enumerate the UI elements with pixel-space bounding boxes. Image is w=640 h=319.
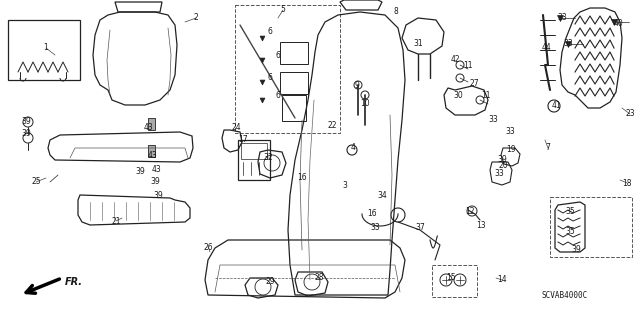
Text: 39: 39: [150, 177, 160, 187]
Text: 37: 37: [415, 224, 425, 233]
Text: 3: 3: [342, 182, 348, 190]
Text: 33: 33: [370, 224, 380, 233]
Text: 30: 30: [453, 91, 463, 100]
Text: 21: 21: [111, 217, 121, 226]
Text: 29: 29: [265, 278, 275, 286]
Text: 11: 11: [463, 61, 473, 70]
Text: 4: 4: [351, 144, 355, 152]
Bar: [8, 20, 80, 80]
Text: 31: 31: [413, 39, 423, 48]
Text: 23: 23: [625, 109, 635, 118]
Text: 39: 39: [21, 130, 31, 138]
Text: 25: 25: [31, 177, 41, 187]
Text: SCVAB4000C: SCVAB4000C: [542, 291, 588, 300]
Text: 40: 40: [614, 19, 624, 28]
Bar: [238, 140, 270, 180]
Text: 7: 7: [545, 144, 550, 152]
Text: 14: 14: [497, 276, 507, 285]
Text: 12: 12: [465, 206, 475, 216]
Polygon shape: [148, 118, 155, 130]
Text: 8: 8: [394, 8, 398, 17]
Text: 43: 43: [147, 152, 157, 160]
Text: 13: 13: [476, 221, 486, 231]
Bar: [550, 197, 632, 257]
Polygon shape: [148, 145, 155, 157]
Text: 18: 18: [622, 179, 632, 188]
Text: 16: 16: [297, 174, 307, 182]
Text: 15: 15: [446, 273, 456, 283]
Text: 17: 17: [238, 136, 248, 145]
Text: 44: 44: [541, 43, 551, 53]
Text: 33: 33: [563, 40, 573, 48]
Text: 27: 27: [469, 78, 479, 87]
Text: 42: 42: [450, 56, 460, 64]
Bar: [235, 5, 340, 133]
Bar: [282, 95, 306, 121]
Text: 33: 33: [557, 13, 567, 23]
Text: 43: 43: [151, 165, 161, 174]
Text: 16: 16: [367, 210, 377, 219]
Text: 2: 2: [194, 13, 198, 23]
Text: 39: 39: [153, 191, 163, 201]
Text: 1: 1: [44, 43, 49, 53]
Bar: [241, 143, 267, 159]
Text: 26: 26: [203, 242, 213, 251]
Text: 33: 33: [505, 128, 515, 137]
Text: 19: 19: [506, 145, 516, 154]
Text: 34: 34: [377, 191, 387, 201]
Text: 35: 35: [565, 226, 575, 235]
Text: 22: 22: [327, 122, 337, 130]
Bar: [280, 42, 308, 64]
Text: 24: 24: [231, 123, 241, 132]
Text: 6: 6: [268, 27, 273, 36]
Text: 6: 6: [268, 73, 273, 83]
Text: 10: 10: [360, 100, 370, 108]
Bar: [280, 72, 308, 94]
Text: 41: 41: [551, 101, 561, 110]
Text: 43: 43: [143, 123, 153, 132]
Text: 6: 6: [276, 50, 280, 60]
Text: 39: 39: [571, 244, 581, 254]
Text: 5: 5: [280, 5, 285, 14]
Text: 33: 33: [494, 169, 504, 179]
Text: 39: 39: [497, 155, 507, 165]
Text: 39: 39: [135, 167, 145, 176]
Text: 35: 35: [565, 207, 575, 217]
Bar: [432, 265, 477, 297]
Text: 6: 6: [276, 91, 280, 100]
Text: 9: 9: [355, 80, 360, 90]
Text: 28: 28: [314, 273, 324, 283]
Text: 32: 32: [263, 153, 273, 162]
Text: 33: 33: [488, 115, 498, 123]
Text: 11: 11: [481, 92, 491, 100]
Text: 20: 20: [498, 160, 508, 169]
Text: FR.: FR.: [65, 277, 83, 287]
Text: 39: 39: [21, 116, 31, 125]
